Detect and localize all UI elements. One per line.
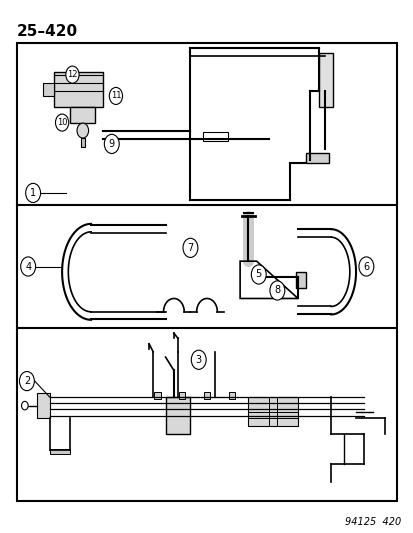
Bar [295,272,306,288]
Text: 8: 8 [274,286,280,295]
Circle shape [21,401,28,410]
Text: 9: 9 [109,139,114,149]
Circle shape [104,134,119,154]
Text: 94125  420: 94125 420 [344,516,401,527]
Bar [203,392,210,399]
Text: 2: 2 [24,376,30,386]
Text: 7: 7 [187,243,193,253]
Text: 12: 12 [67,70,78,79]
Bar [81,138,85,147]
Circle shape [358,257,373,276]
Circle shape [191,350,206,369]
Bar [202,132,227,141]
Text: 4: 4 [25,262,31,271]
Text: 10: 10 [57,118,67,127]
Bar [17,43,396,501]
Circle shape [109,87,122,104]
Circle shape [269,281,284,300]
Text: 11: 11 [110,92,121,100]
Circle shape [26,183,40,203]
Text: 25–420: 25–420 [17,24,78,39]
Bar [178,392,185,399]
Bar [54,72,103,107]
Text: 5: 5 [255,270,261,279]
Bar [50,449,70,454]
Circle shape [77,123,88,138]
Bar [165,397,190,434]
Circle shape [19,372,34,391]
Circle shape [251,265,266,284]
Circle shape [55,114,69,131]
Bar [70,107,95,123]
Text: 6: 6 [363,262,368,271]
Bar [318,53,332,107]
Bar [37,393,50,418]
Bar [306,153,328,163]
Bar [154,392,160,399]
Circle shape [183,238,197,257]
Bar [248,397,297,426]
Circle shape [21,257,36,276]
Bar [43,83,54,96]
Text: 1: 1 [30,188,36,198]
Bar [228,392,235,399]
Text: 3: 3 [195,355,201,365]
Circle shape [66,66,79,83]
